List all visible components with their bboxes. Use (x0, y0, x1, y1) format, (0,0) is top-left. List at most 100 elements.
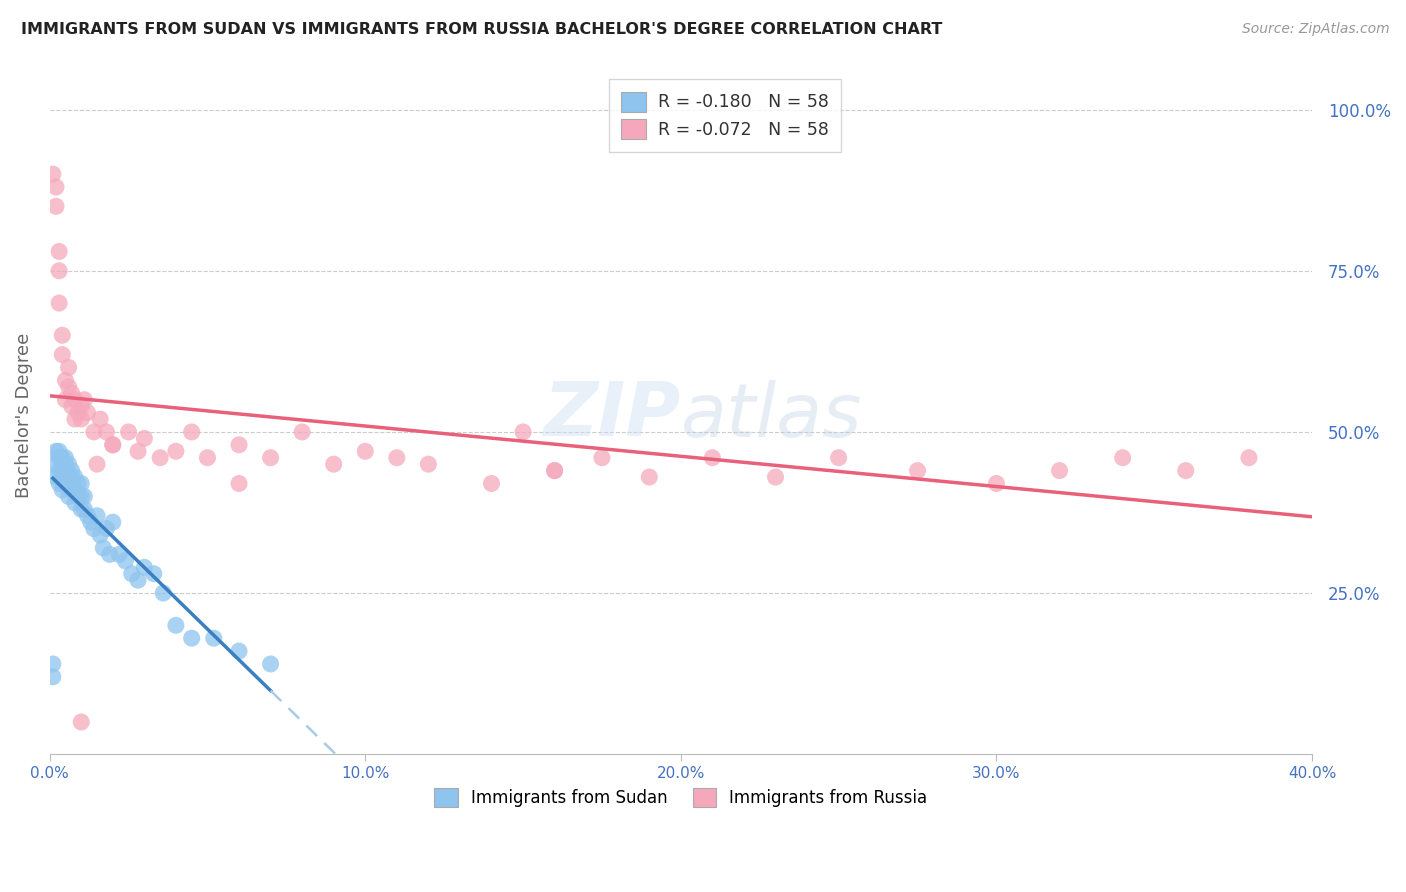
Point (58, 360, 80, 375)
Point (152, 586, 174, 600)
Point (259, 657, 281, 671)
Y-axis label: Bachelor's Degree: Bachelor's Degree (15, 334, 32, 499)
Point (96, 522, 118, 536)
Point (42, 167, 65, 181)
Text: atlas: atlas (681, 380, 862, 452)
Point (142, 566, 165, 581)
Point (291, 425, 314, 439)
Point (42, 670, 65, 684)
Point (67, 406, 90, 420)
Point (134, 431, 156, 445)
Point (91, 541, 114, 555)
Point (86, 457, 108, 471)
Point (418, 457, 440, 471)
Point (51, 483, 73, 497)
Point (67, 489, 90, 503)
Point (149, 450, 172, 465)
Point (114, 554, 136, 568)
Point (86, 508, 108, 523)
Point (108, 548, 131, 562)
Point (70, 502, 93, 516)
Point (1049, 464, 1071, 478)
Point (83, 425, 105, 439)
Point (63, 412, 86, 426)
Point (70, 476, 93, 491)
Point (165, 618, 187, 632)
Point (63, 483, 86, 497)
Point (512, 425, 534, 439)
Point (58, 457, 80, 471)
Point (51, 348, 73, 362)
Point (228, 644, 250, 658)
Point (202, 631, 225, 645)
Point (60, 476, 83, 491)
Point (228, 476, 250, 491)
Point (51, 464, 73, 478)
Point (51, 328, 73, 343)
Point (48, 476, 70, 491)
Point (127, 573, 149, 587)
Point (55, 373, 77, 387)
Point (1237, 450, 1260, 465)
Point (51, 457, 73, 471)
Point (60, 386, 83, 401)
Point (55, 392, 77, 407)
Point (101, 438, 124, 452)
Point (89, 412, 111, 426)
Point (70, 399, 93, 413)
Point (63, 470, 86, 484)
Point (180, 631, 202, 645)
Point (51, 450, 73, 465)
Point (45, 457, 67, 471)
Point (765, 470, 787, 484)
Point (48, 296, 70, 310)
Point (60, 470, 83, 484)
Point (1174, 464, 1197, 478)
Legend: Immigrants from Sudan, Immigrants from Russia: Immigrants from Sudan, Immigrants from R… (427, 781, 934, 814)
Point (259, 450, 281, 465)
Point (89, 528, 111, 542)
Point (58, 470, 80, 484)
Point (58, 489, 80, 503)
Point (63, 496, 86, 510)
Point (60, 399, 83, 413)
Point (55, 476, 77, 491)
Point (228, 438, 250, 452)
Point (45, 444, 67, 458)
Point (48, 244, 70, 259)
Point (73, 392, 96, 407)
Point (48, 464, 70, 478)
Point (197, 450, 219, 465)
Point (48, 450, 70, 465)
Point (134, 560, 156, 574)
Point (45, 470, 67, 484)
Point (101, 438, 124, 452)
Point (55, 450, 77, 465)
Text: IMMIGRANTS FROM SUDAN VS IMMIGRANTS FROM RUSSIA BACHELOR'S DEGREE CORRELATION CH: IMMIGRANTS FROM SUDAN VS IMMIGRANTS FROM… (21, 22, 942, 37)
Text: ZIP: ZIP (544, 379, 681, 452)
Point (702, 450, 724, 465)
Text: Source: ZipAtlas.com: Source: ZipAtlas.com (1241, 22, 1389, 37)
Point (58, 476, 80, 491)
Point (48, 444, 70, 458)
Point (51, 470, 73, 484)
Point (165, 444, 187, 458)
Point (638, 470, 661, 484)
Point (70, 489, 93, 503)
Point (60, 464, 83, 478)
Point (83, 522, 105, 536)
Point (543, 464, 565, 478)
Point (58, 380, 80, 394)
Point (76, 508, 98, 523)
Point (322, 457, 344, 471)
Point (60, 483, 83, 497)
Point (986, 476, 1008, 491)
Point (63, 392, 86, 407)
Point (96, 425, 118, 439)
Point (70, 714, 93, 729)
Point (55, 457, 77, 471)
Point (45, 180, 67, 194)
Point (73, 489, 96, 503)
Point (827, 450, 849, 465)
Point (543, 464, 565, 478)
